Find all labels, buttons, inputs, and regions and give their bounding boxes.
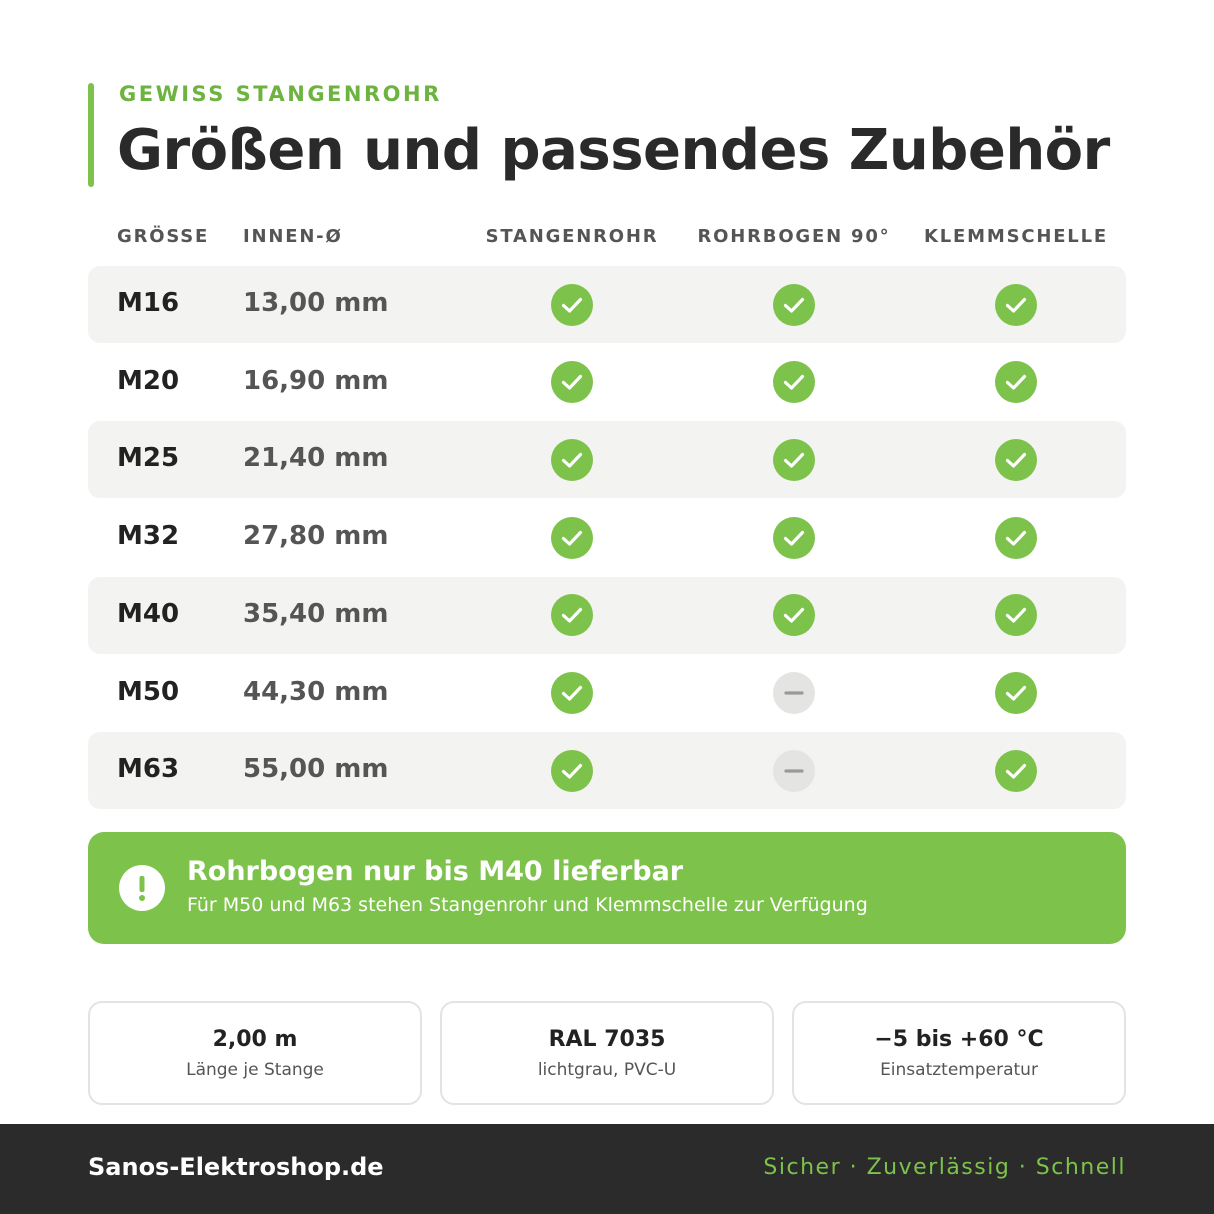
notice-text: Für M50 und M63 stehen Stangenrohr und K… [187,894,868,916]
spec-card: −5 bis +60 °C Einsatztemperatur [792,1001,1126,1105]
column-header: INNEN-Ø [243,226,343,247]
check-icon [773,283,815,326]
inner-diameter-cell: 21,40 mm [243,443,389,474]
spec-card: RAL 7035 lichtgrau, PVC-U [440,1001,774,1105]
inner-diameter-cell: 55,00 mm [243,754,389,785]
check-icon [995,672,1037,714]
column-header: GRÖSSE [117,226,210,247]
notice-title: Rohrbogen nur bis M40 lieferbar [187,856,684,887]
spec-label: lichtgrau, PVC-U [537,1060,677,1080]
spec-card: 2,00 m Länge je Stange [88,1001,422,1105]
column-header: KLEMMSCHELLE [924,226,1108,247]
table-row [88,266,1126,343]
check-icon [995,516,1037,559]
table-row [88,732,1126,810]
check-icon [551,438,593,481]
size-cell: M25 [117,443,180,474]
spec-label: Länge je Stange [186,1060,324,1080]
check-icon [551,361,593,404]
table-row [88,421,1126,499]
check-icon [773,594,815,637]
footer [0,1124,1214,1214]
unavailable-icon [773,749,815,792]
spec-value: 2,00 m [212,1027,298,1052]
title: Größen und passendes Zubehör [117,118,1110,183]
check-icon [551,749,593,792]
size-cell: M16 [117,288,180,318]
check-icon [773,438,815,481]
tagline: Sicher · Zuverlässig · Schnell [763,1155,1126,1180]
column-header: STANGENROHR [485,226,659,247]
check-icon [773,361,815,404]
size-cell: M32 [117,521,180,552]
check-icon [995,438,1037,481]
unavailable-icon [773,672,815,714]
accent-bar [88,83,94,187]
check-icon [995,749,1037,792]
spec-value: −5 bis +60 °C [874,1027,1044,1052]
inner-diameter-cell: 13,00 mm [243,288,389,318]
table-row [88,576,1126,654]
check-icon [551,516,593,559]
size-cell: M63 [117,754,180,785]
check-icon [551,672,593,714]
check-icon [551,283,593,326]
notice-icon [119,865,165,911]
check-icon [995,361,1037,404]
kicker: GEWISS STANGENROHR [119,82,442,106]
size-cell: M20 [117,365,180,396]
inner-diameter-cell: 35,40 mm [243,598,389,629]
check-icon [551,594,593,637]
brand: Sanos-Elektroshop.de [88,1153,384,1181]
spec-value: RAL 7035 [548,1027,666,1052]
inner-diameter-cell: 16,90 mm [243,365,389,396]
check-icon [995,283,1037,326]
inner-diameter-cell: 44,30 mm [243,676,389,707]
inner-diameter-cell: 27,80 mm [243,521,389,552]
spec-label: Einsatztemperatur [880,1060,1038,1080]
check-icon [995,594,1037,637]
size-cell: M50 [117,676,180,707]
size-cell: M40 [117,598,180,629]
check-icon [773,516,815,559]
notice-banner [88,832,1126,944]
column-header: ROHRBOGEN 90° [697,226,891,247]
